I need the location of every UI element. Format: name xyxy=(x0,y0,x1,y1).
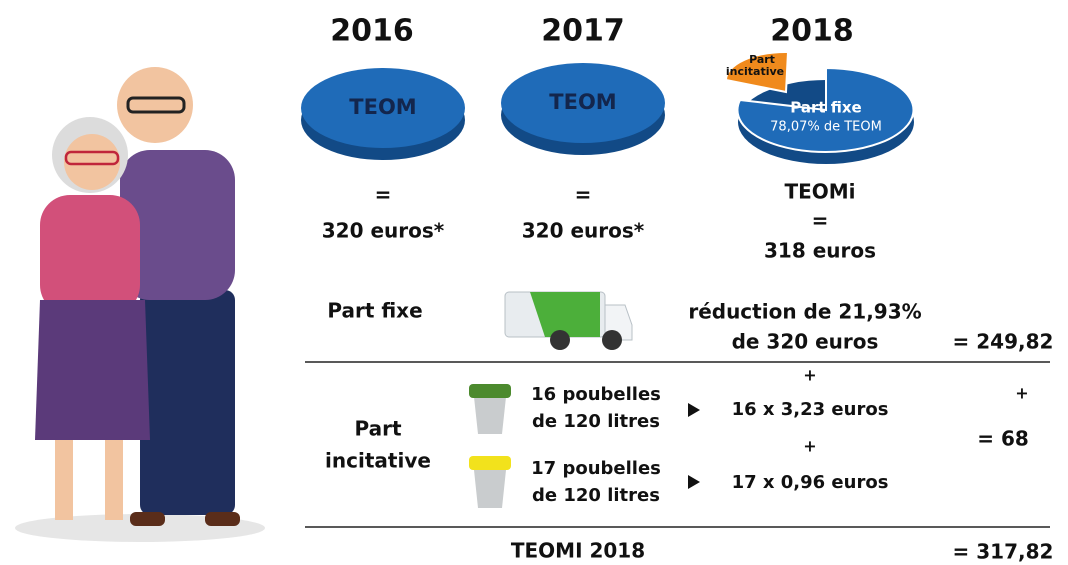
row-label: incitative xyxy=(325,449,431,473)
disc-label: TEOM xyxy=(349,95,416,119)
year: 2016 xyxy=(330,14,414,49)
row-total: = 249,82 xyxy=(953,330,1054,354)
slice-label: incitative xyxy=(726,65,784,78)
slice-label: Part fixe xyxy=(790,99,861,117)
plus: + xyxy=(1015,384,1028,403)
bin-text: de 120 litres xyxy=(532,411,660,432)
row-total: = 68 xyxy=(977,427,1029,451)
disc-label: TEOM xyxy=(549,90,616,114)
row-label: TEOMI 2018 xyxy=(511,539,645,563)
equals: = xyxy=(575,183,592,207)
equals: = xyxy=(812,209,829,233)
row-total: = 317,82 xyxy=(953,540,1054,564)
bin-text: 17 poubelles xyxy=(531,458,661,479)
amount: 318 euros xyxy=(764,239,876,263)
row-label: Part fixe xyxy=(327,299,422,323)
row-label: Part xyxy=(354,417,401,441)
row-text: de 320 euros xyxy=(732,330,879,354)
yellow-bin xyxy=(469,456,511,508)
bin-text: de 120 litres xyxy=(532,485,660,506)
equals: = xyxy=(375,183,392,207)
truck-icon xyxy=(505,292,632,350)
year: 2018 xyxy=(770,14,854,49)
bin-text: 16 poubelles xyxy=(531,384,661,405)
illustration xyxy=(15,67,265,542)
arrow xyxy=(688,475,700,489)
arrow xyxy=(688,403,700,417)
slice-note: 78,07% de TEOM xyxy=(770,120,882,135)
plus: + xyxy=(803,366,816,385)
cost: 16 x 3,23 euros xyxy=(732,399,889,420)
amount: 320 euros* xyxy=(322,219,445,243)
row-text: réduction de 21,93% xyxy=(688,300,921,324)
plus: + xyxy=(803,437,816,456)
cost: 17 x 0,96 euros xyxy=(732,472,889,493)
amount: 320 euros* xyxy=(522,219,645,243)
infographic: 2016 2017 2018 TEOM TEOM Part incitative… xyxy=(0,0,1068,565)
green-bin xyxy=(469,384,511,434)
name: TEOMi xyxy=(784,180,855,204)
year: 2017 xyxy=(541,14,625,49)
